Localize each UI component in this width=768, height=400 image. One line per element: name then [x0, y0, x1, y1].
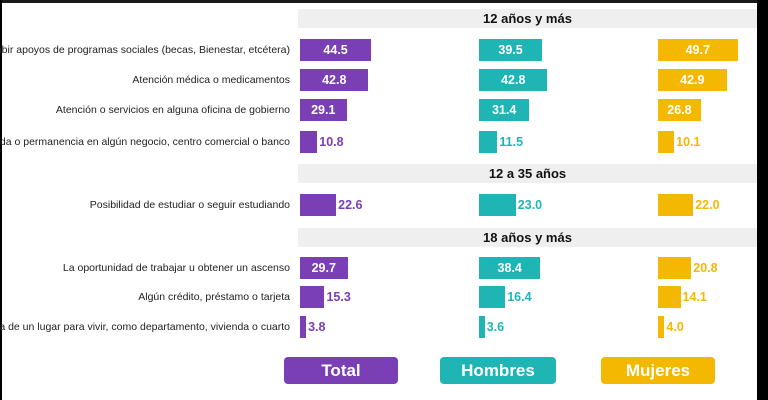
bar-total: [300, 194, 337, 216]
value-label: 4.0: [666, 320, 684, 334]
value-label: 26.8: [667, 103, 692, 117]
bar-total: [300, 257, 348, 279]
bar-total: [300, 316, 307, 338]
bar-hombres: [479, 316, 485, 338]
value-label: 42.8: [322, 73, 347, 87]
section-header: 12 años y más: [298, 9, 757, 28]
value-label: 22.0: [695, 198, 720, 212]
bar-mujeres: [658, 257, 692, 279]
value-label: 42.9: [680, 73, 705, 87]
bar-hombres: [479, 99, 530, 121]
bar-hombres: [479, 194, 516, 216]
bar-hombres: [479, 39, 543, 61]
category-label: Atención o servicios en alguna oficina d…: [55, 104, 290, 116]
category-label: Atención médica o medicamentos: [132, 74, 290, 86]
legend-mujeres: Mujeres: [601, 357, 715, 384]
value-label: 20.8: [693, 261, 718, 275]
bar-hombres: [479, 257, 541, 279]
value-label: 38.4: [497, 261, 522, 275]
category-label: Entrada o permanencia en algún negocio, …: [0, 136, 290, 148]
value-label: 3.8: [308, 320, 326, 334]
value-label: 44.5: [323, 43, 348, 57]
value-label: 3.6: [486, 320, 505, 334]
value-label: 10.8: [319, 135, 344, 149]
value-label: 29.1: [311, 103, 336, 117]
bar-total: [300, 286, 325, 308]
legend-hombres: Hombres: [440, 357, 556, 384]
right-edge: [757, 0, 768, 400]
value-label: 29.7: [311, 261, 336, 275]
category-label: Recibir apoyos de programas sociales (be…: [0, 44, 290, 56]
value-label: 15.3: [326, 290, 351, 304]
value-label: 49.7: [685, 43, 710, 57]
category-label: Algún crédito, préstamo o tarjeta: [138, 291, 290, 303]
value-label: 31.4: [491, 103, 517, 117]
bar-mujeres: [658, 39, 738, 61]
bar-mujeres: [658, 316, 665, 338]
legend-total: Total: [284, 357, 398, 384]
value-label: 14.1: [682, 290, 707, 304]
value-label: 16.4: [507, 290, 532, 304]
value-label: 22.6: [338, 198, 363, 212]
value-label: 42.8: [501, 73, 526, 87]
bar-total: [300, 99, 347, 121]
value-label: 23.0: [517, 198, 543, 212]
bar-mujeres: [658, 99, 701, 121]
left-edge: [0, 0, 2, 400]
value-label: 10.1: [676, 135, 701, 149]
bar-mujeres: [658, 194, 694, 216]
bar-mujeres: [658, 286, 681, 308]
bar-total: [300, 39, 372, 61]
bar-mujeres: [658, 69, 727, 91]
value-label: 11.5: [499, 135, 524, 149]
bar-hombres: [479, 286, 506, 308]
bar-total: [300, 69, 369, 91]
bar-hombres: [479, 69, 548, 91]
top-border: [0, 0, 768, 3]
section-header: 18 años y más: [298, 228, 757, 247]
category-label: Posibilidad de estudiar o seguir estudia…: [89, 199, 290, 211]
section-header: 12 a 35 años: [298, 164, 757, 183]
category-label: La renta de un lugar para vivir, como de…: [0, 321, 290, 333]
value-label: 39.5: [498, 43, 523, 57]
category-label: La oportunidad de trabajar u obtener un …: [62, 262, 290, 274]
bar-hombres: [479, 131, 498, 153]
bar-total: [300, 131, 318, 153]
bar-mujeres: [658, 131, 675, 153]
